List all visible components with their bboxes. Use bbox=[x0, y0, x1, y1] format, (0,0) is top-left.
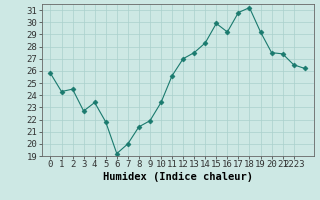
X-axis label: Humidex (Indice chaleur): Humidex (Indice chaleur) bbox=[103, 172, 252, 182]
